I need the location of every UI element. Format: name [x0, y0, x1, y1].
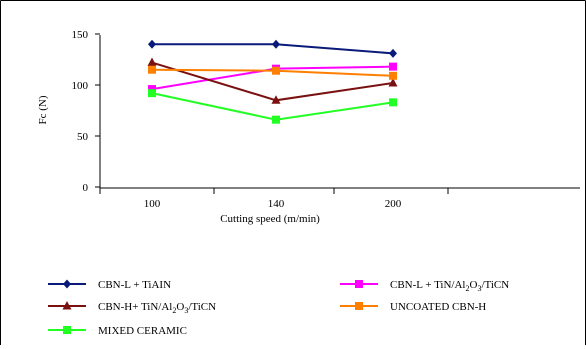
series-line: [152, 43, 394, 55]
series-layer: [147, 39, 398, 124]
legend-text: MIXED CERAMIC: [98, 325, 187, 337]
legend-item: MIXED CERAMIC: [48, 325, 187, 337]
legend-subscript: 3: [477, 284, 481, 293]
y-tick-label: 100: [72, 80, 89, 92]
legend-item: CBN-L + TiN/Al2O3/TiCN: [340, 279, 509, 293]
legend-label: CBN-L + TiN/Al2O3/TiCN: [390, 279, 509, 293]
legend-label: CBN-L + TiAIN: [98, 279, 171, 291]
data-point: [148, 85, 156, 94]
data-point: [63, 326, 71, 334]
y-tick-label: 150: [72, 29, 89, 41]
data-point: [272, 39, 280, 49]
data-point: [62, 301, 72, 310]
legend-subscript: 2: [172, 306, 176, 315]
y-axis-label: Fc (N): [37, 95, 49, 124]
data-point: [355, 280, 363, 288]
data-point: [389, 48, 397, 58]
legend-subscript: 3: [184, 306, 188, 315]
y-tick-label: 50: [77, 131, 89, 143]
x-tick-label: 200: [385, 198, 402, 210]
x-tick-label: 100: [144, 198, 161, 210]
legend-item: UNCOATED CBN-H: [340, 301, 486, 313]
legend-item: CBN-L + TiAIN: [48, 279, 171, 291]
legend-label: UNCOATED CBN-H: [390, 301, 486, 313]
data-point: [148, 65, 156, 74]
legend: CBN-L + TiAIN CBN-L + TiN/Al2O3/TiCNCBN-H…: [48, 279, 509, 337]
series: [148, 39, 397, 58]
data-point: [148, 89, 156, 98]
legend-subscript: 2: [466, 284, 470, 293]
legend-item: CBN-H+ TiN/Al2O3/TiCN: [48, 301, 216, 315]
legend-text: CBN-L + TiN/Al: [390, 279, 466, 291]
y-ticks: 0 50 100 150: [72, 29, 100, 194]
legend-text: CBN-L + TiAIN: [98, 279, 171, 291]
legend-label: CBN-H+ TiN/Al2O3/TiCN: [98, 301, 216, 315]
data-point: [389, 98, 397, 107]
series: [148, 89, 397, 124]
data-point: [272, 66, 280, 75]
legend-text: O: [470, 279, 478, 291]
x-axis-label: Cutting speed (m/min): [220, 213, 320, 225]
data-point: [271, 95, 281, 104]
data-point: [148, 39, 156, 49]
legend-text: CBN-H+ TiN/Al: [98, 301, 172, 313]
x-tick-label: 140: [268, 198, 285, 210]
data-point: [147, 57, 157, 67]
legend-text: /TiCN: [481, 279, 509, 291]
legend-label: MIXED CERAMIC: [98, 325, 187, 337]
data-point: [63, 279, 71, 289]
legend-text: O: [176, 301, 184, 313]
y-tick-label: 0: [83, 182, 89, 194]
data-point: [389, 62, 397, 71]
legend-text: /TiCN: [188, 301, 216, 313]
legend-text: UNCOATED CBN-H: [390, 301, 486, 313]
x-ticks: 100 140 200: [99, 188, 449, 210]
data-point: [355, 302, 363, 310]
series: [148, 65, 397, 80]
data-point: [389, 71, 397, 80]
series: [147, 57, 398, 104]
data-point: [272, 115, 280, 124]
data-point: [388, 77, 398, 87]
